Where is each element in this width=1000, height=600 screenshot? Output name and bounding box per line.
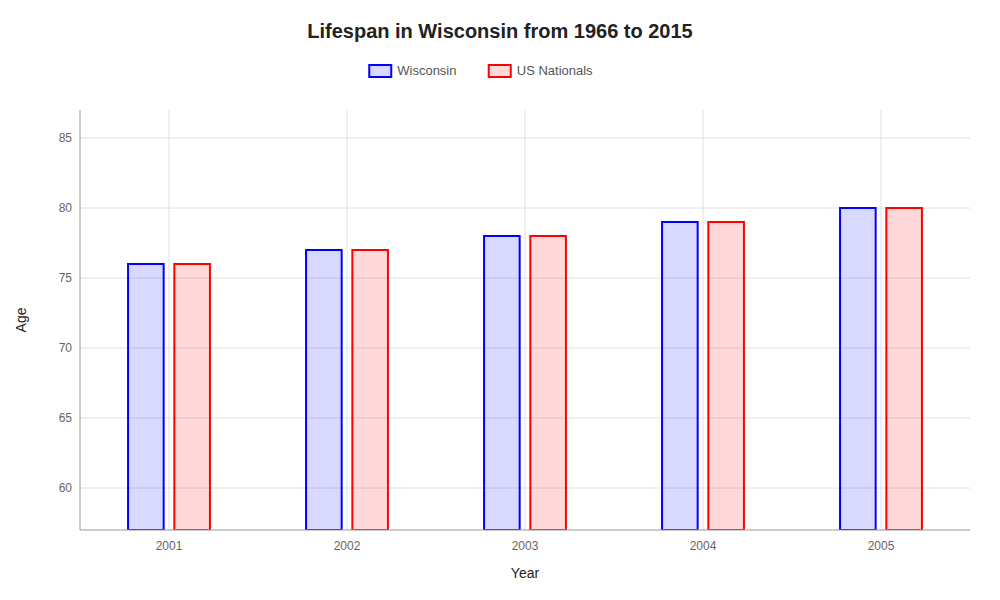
bar [708,222,744,530]
bar [174,264,210,530]
bar [306,250,342,530]
x-grid-line [525,110,526,530]
legend-label: US Nationals [517,63,593,78]
bar [662,222,698,530]
bar [484,236,520,530]
y-tick-label: 80 [59,201,73,215]
x-tick-label: 2003 [512,539,539,553]
y-tick-label: 70 [59,341,73,355]
legend: Wisconsin US Nationals [369,63,593,78]
x-tick-label: 2002 [334,539,361,553]
y-axis-label: Age [13,307,29,332]
bar [840,208,876,530]
y-tick-label: 75 [59,271,73,285]
x-grid-line [347,110,348,530]
y-axis-line [80,110,81,530]
legend-swatch [369,65,391,77]
x-axis-label: Year [511,565,540,581]
chart-container: 60 65 70 75 80 85 2001 2002 2003 2004 2005 Lifespan… [0,0,1000,600]
x-tick-label: 2004 [690,539,717,553]
y-tick-label: 65 [59,411,73,425]
legend-label: Wisconsin [397,63,456,78]
x-grid-line [881,110,882,530]
x-grid-line [703,110,704,530]
y-tick-label: 85 [59,131,73,145]
y-tick-label: 60 [59,481,73,495]
x-tick-label: 2005 [868,539,895,553]
grid [80,110,970,530]
bar [352,250,388,530]
x-axis-line [80,530,970,531]
x-grid-line [169,110,170,530]
chart: 60 65 70 75 80 85 2001 2002 2003 2004 2005 Lifespan… [0,0,1000,600]
x-tick-label: 2001 [156,539,183,553]
bars [128,208,922,530]
bar [128,264,164,530]
legend-swatch [489,65,511,77]
bar [886,208,922,530]
title: Lifespan in Wisconsin from 1966 to 2015 [307,20,693,42]
bar [530,236,566,530]
